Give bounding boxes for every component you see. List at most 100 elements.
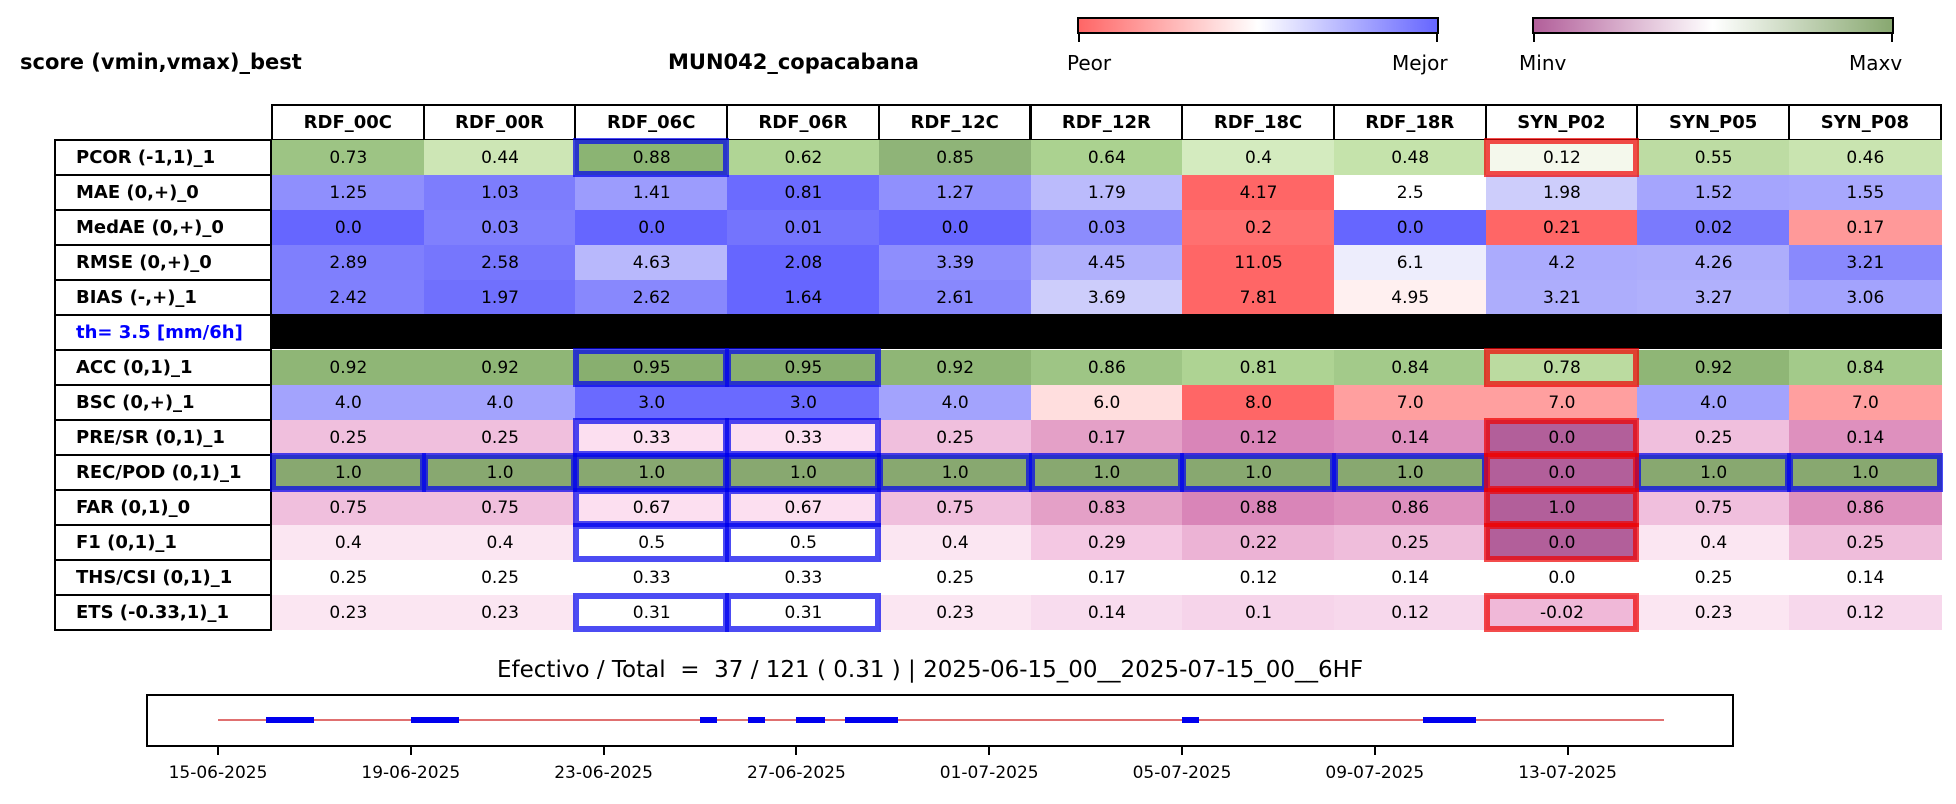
timeline-tick-label: 05-07-2025	[1132, 763, 1232, 783]
heatmap-cell: 7.81	[1182, 280, 1335, 315]
heatmap-cell: 0.83	[1030, 490, 1184, 525]
timeline-tick	[409, 747, 412, 755]
effective-segment	[1423, 717, 1477, 723]
colorbar-label-maxv: Maxv	[1849, 51, 1903, 75]
heatmap-cell: 0.01	[727, 210, 880, 245]
heatmap-cell: 2.58	[423, 245, 577, 280]
heatmap-cell: 3.21	[1485, 280, 1639, 315]
heatmap-cell: 1.79	[1030, 175, 1184, 210]
heatmap-cell: 8.0	[1182, 385, 1335, 420]
heatmap-cell: 2.62	[575, 280, 729, 315]
heatmap-cell: 0.17	[1030, 560, 1184, 595]
timeline-tick-label: 19-06-2025	[361, 763, 461, 783]
heatmap-cell: 1.0	[1030, 455, 1184, 490]
heatmap-cell: 0.67	[727, 490, 880, 525]
heatmap-cell: 0.73	[272, 140, 425, 175]
heatmap-cell: 3.69	[1030, 280, 1184, 315]
heatmap-cell: 3.0	[575, 385, 729, 420]
timeline-tick	[602, 747, 605, 755]
heatmap-cell: 0.14	[1333, 420, 1487, 455]
heatmap-cell: 1.0	[1182, 455, 1335, 490]
heatmap-cell: 0.4	[1182, 140, 1335, 175]
heatmap-cell: 1.0	[1789, 455, 1942, 490]
heatmap-cell: 0.92	[878, 350, 1032, 385]
column-header: RDF_00R	[422, 104, 577, 141]
heatmap-cell: 0.17	[1789, 210, 1942, 245]
row-header: REC/POD (0,1)_1	[54, 454, 272, 491]
effective-segment	[844, 717, 898, 723]
colorbar-gradient	[1532, 17, 1894, 34]
heatmap-cell: 0.33	[727, 420, 880, 455]
effective-segment	[796, 717, 826, 723]
heatmap-cell: 0.5	[575, 525, 729, 560]
heatmap-cell: 3.21	[1789, 245, 1942, 280]
heatmap-cell: 0.33	[575, 420, 729, 455]
timeline-tick-label: 09-07-2025	[1325, 763, 1425, 783]
colorbar-tick	[1533, 34, 1535, 42]
timeline-tick	[795, 747, 798, 755]
heatmap-cell: 0.92	[423, 350, 577, 385]
timeline-tick-label: 15-06-2025	[168, 763, 268, 783]
heatmap-cell: 0.25	[1333, 525, 1487, 560]
heatmap-cell: 0.12	[1333, 595, 1487, 630]
colorbar-label-minv: Minv	[1519, 51, 1567, 75]
heatmap-cell: 0.23	[423, 595, 577, 630]
row-header: th= 3.5 [mm/6h]	[54, 314, 272, 351]
heatmap-cell: 1.03	[423, 175, 577, 210]
effective-segment	[748, 717, 766, 723]
timeline-tick	[988, 747, 991, 755]
heatmap-cell: 1.97	[423, 280, 577, 315]
colorbar-label-peor: Peor	[1067, 51, 1112, 75]
heatmap-cell: 3.06	[1789, 280, 1942, 315]
heatmap-cell: 0.48	[1333, 140, 1487, 175]
heatmap-cell: 1.55	[1789, 175, 1942, 210]
row-header: ACC (0,1)_1	[54, 349, 272, 386]
colorbar-gradient	[1077, 17, 1439, 34]
timeline-tick-label: 27-06-2025	[746, 763, 846, 783]
heatmap-cell: 0.33	[727, 560, 880, 595]
heatmap-cell: 0.0	[1485, 560, 1639, 595]
heatmap-cell: 0.12	[1182, 420, 1335, 455]
heatmap-cell: 0.17	[1030, 420, 1184, 455]
heatmap-cell: 0.86	[1333, 490, 1487, 525]
effective-segment	[266, 717, 315, 723]
timeline-title: Efectivo / Total = 37 / 121 ( 0.31 ) | 2…	[497, 657, 1364, 683]
heatmap-cell: 0.95	[575, 350, 729, 385]
column-header: RDF_12C	[877, 104, 1032, 141]
heatmap-cell: 0.0	[1485, 420, 1639, 455]
heatmap-cell: 0.12	[1789, 595, 1942, 630]
heatmap-cell: 0.03	[423, 210, 577, 245]
heatmap-cell: 0.25	[1637, 560, 1790, 595]
effective-segment	[1182, 717, 1199, 723]
column-header: RDF_18C	[1181, 104, 1335, 141]
heatmap-cell: 0.78	[1485, 350, 1639, 385]
heatmap-cell: 1.0	[1637, 455, 1790, 490]
heatmap-cell: 4.2	[1485, 245, 1639, 280]
heatmap-cell: 1.0	[575, 455, 729, 490]
colorbar-tick	[1436, 34, 1438, 42]
heatmap-cell: 2.08	[727, 245, 880, 280]
heatmap-cell: 0.23	[878, 595, 1032, 630]
row-header: THS/CSI (0,1)_1	[54, 559, 272, 596]
effective-segment	[410, 717, 459, 723]
heatmap-cell: 1.0	[1485, 490, 1639, 525]
heatmap-cell: 4.95	[1333, 280, 1487, 315]
heatmap-cell: 0.64	[1030, 140, 1184, 175]
threshold-separator-bar	[271, 314, 1942, 349]
heatmap-cell: 0.75	[1637, 490, 1790, 525]
score-type-title: score (vmin,vmax)_best	[20, 50, 302, 74]
column-header: RDF_06R	[726, 104, 880, 141]
heatmap-cell: 0.95	[727, 350, 880, 385]
colorbar-label-mejor: Mejor	[1392, 51, 1448, 75]
heatmap-cell: 0.75	[272, 490, 425, 525]
heatmap-cell: 1.52	[1637, 175, 1790, 210]
column-header: SYN_P02	[1484, 104, 1639, 141]
heatmap-cell: 0.86	[1030, 350, 1184, 385]
heatmap-cell: 0.81	[727, 175, 880, 210]
timeline-tick-label: 13-07-2025	[1518, 763, 1617, 783]
heatmap-cell: 0.31	[575, 595, 729, 630]
heatmap-cell: 0.84	[1333, 350, 1487, 385]
heatmap-cell: 0.4	[272, 525, 425, 560]
heatmap-cell: 0.22	[1182, 525, 1335, 560]
heatmap-cell: 1.64	[727, 280, 880, 315]
